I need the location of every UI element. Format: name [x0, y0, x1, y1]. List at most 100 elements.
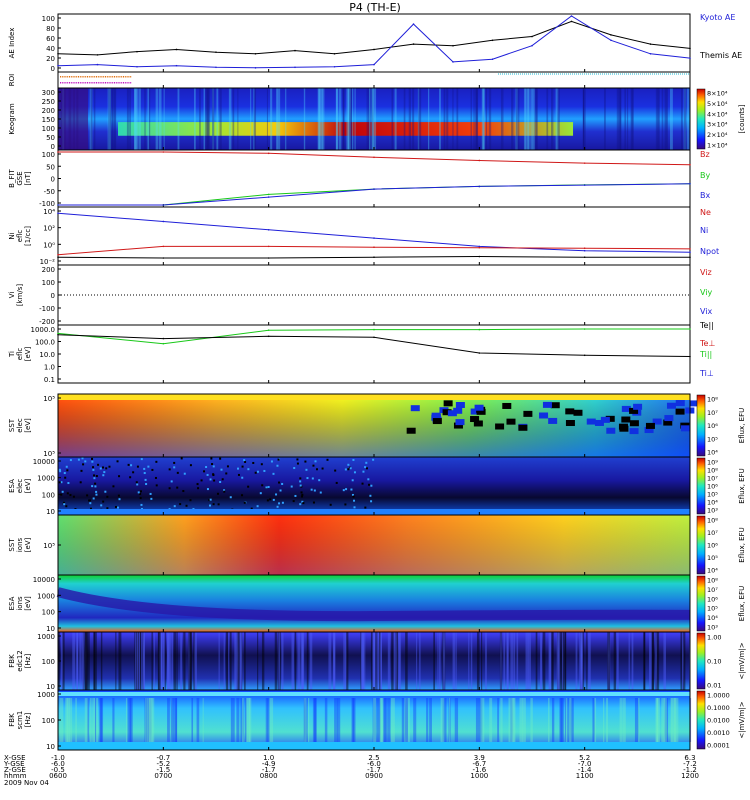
fbk-scm1-top-band: [58, 692, 690, 696]
fbk-scm1-streak: [500, 698, 503, 742]
fbk-edc12-streak: [470, 632, 473, 690]
keogram-streak: [412, 88, 415, 150]
y-tick-label: 10000: [33, 458, 55, 466]
keogram-streak: [212, 88, 214, 150]
esa-elec-speckle: [84, 460, 87, 463]
fbk-scm1-streak: [196, 698, 200, 742]
keogram-streak: [391, 88, 394, 150]
esa-elec-speckle: [226, 465, 229, 468]
esa-elec-speckle: [88, 499, 91, 502]
colorbar-tick-label: 10³: [707, 624, 718, 632]
y-axis-title: Ti: [8, 351, 16, 358]
fbk-scm1-streak: [59, 698, 64, 742]
x-axis-tick-y: -5.2: [156, 760, 170, 768]
keogram-streak: [403, 88, 406, 150]
data-point-te: [267, 335, 270, 338]
roi-flag-dot: [76, 82, 78, 84]
esa-elec-speckle: [351, 493, 354, 496]
sst-elec-cell: [645, 422, 655, 429]
keogram-streak: [144, 88, 146, 150]
fbk-edc12-streak: [682, 632, 684, 690]
keogram-streak: [277, 88, 281, 150]
esa-elec-speckle: [244, 460, 247, 463]
colorbar-tick-label: 1×10⁴: [707, 142, 728, 150]
keogram-streak: [686, 88, 690, 150]
esa-elec-speckle: [118, 498, 121, 501]
sst-elec-cell: [523, 410, 533, 417]
legend-ni: Ni: [700, 226, 708, 235]
esa-elec-speckle: [364, 506, 367, 509]
keogram-streak: [346, 88, 350, 150]
roi-flag-dot: [108, 76, 110, 78]
keogram-streak: [417, 88, 420, 150]
fbk-scm1-streak: [303, 698, 306, 742]
fbk-edc12-streak: [158, 632, 161, 690]
roi-flag-dot: [119, 82, 121, 84]
sst-elec-cell: [502, 402, 512, 409]
fbk-edc12-spectrum: [58, 632, 690, 690]
keogram-streak: [320, 88, 323, 150]
y-tick-label: 10⁵: [43, 395, 55, 403]
fbk-edc12-streak: [643, 632, 646, 690]
legend-by: By: [700, 171, 710, 180]
fbk-scm1-streak: [638, 698, 640, 742]
roi-flag-dot: [63, 76, 65, 78]
fbk-edc12-streak: [396, 632, 398, 690]
esa-elec-speckle: [176, 486, 179, 489]
esa-elec-speckle: [211, 463, 214, 466]
esa-elec-speckle: [154, 476, 157, 479]
keogram-streak: [518, 88, 520, 150]
y-tick-label: 200: [42, 266, 55, 274]
esa-elec-speckle: [140, 458, 143, 461]
keogram-streak: [354, 88, 356, 150]
colorbar-tick-label: 5×10⁴: [707, 100, 728, 108]
esa-elec-speckle: [170, 480, 173, 483]
fbk-edc12-streak: [62, 632, 65, 690]
esa-elec-speckle: [256, 470, 259, 473]
fbk-edc12-streak: [485, 632, 487, 690]
fbk-edc12-streak: [194, 632, 197, 690]
fbk-edc12-streak: [540, 632, 542, 690]
fbk-scm1-streak: [661, 698, 665, 742]
data-point-bx: [689, 183, 691, 185]
y-axis-title: ESA: [8, 596, 16, 610]
y-axis-title: GSE: [16, 171, 24, 185]
keogram-streak: [655, 88, 659, 150]
keogram-streak: [488, 88, 492, 150]
keogram-streak: [335, 88, 338, 150]
fbk-edc12-streak: [188, 632, 191, 690]
colorbar-tick-label: 8×10⁴: [707, 90, 728, 98]
keogram-streak: [664, 88, 667, 150]
roi-flag-dot: [112, 76, 114, 78]
keogram-streak: [443, 88, 446, 150]
data-point-kyoto-ae: [610, 39, 612, 42]
esa-elec-speckle: [212, 465, 215, 468]
fbk-scm1-streak: [245, 698, 249, 742]
data-point-npot: [57, 256, 59, 258]
keogram-streak: [138, 88, 141, 150]
fbk-edc12-streak: [229, 632, 232, 690]
fbk-scm1-streak: [448, 698, 451, 742]
sst-elec-cell: [663, 419, 673, 426]
x-axis-tick-t: 1200: [681, 772, 699, 780]
fbk-edc12-streak: [61, 632, 64, 690]
esa-elec-speckle: [334, 469, 337, 472]
colorbar-label: <|mV/m|>: [738, 642, 746, 679]
x-axis-tick-t: 1000: [470, 772, 488, 780]
esa-elec-speckle: [294, 494, 297, 497]
keogram-streak: [136, 88, 139, 150]
fbk-scm1-streak: [475, 698, 480, 742]
keogram-streak: [129, 88, 131, 150]
fbk-edc12-streak: [328, 632, 332, 690]
fbk-scm1-streak: [404, 698, 408, 742]
keogram-streak: [350, 88, 352, 150]
roi-flag-dot: [130, 76, 132, 78]
esa-elec-speckle: [299, 484, 302, 487]
roi-flag-dot: [74, 82, 76, 84]
sst-elec-cell: [594, 419, 604, 426]
esa-elec-speckle: [352, 458, 355, 461]
fbk-edc12-streak: [93, 632, 96, 690]
fbk-scm1-streak: [337, 698, 341, 742]
y-tick-label: 10: [46, 683, 55, 691]
